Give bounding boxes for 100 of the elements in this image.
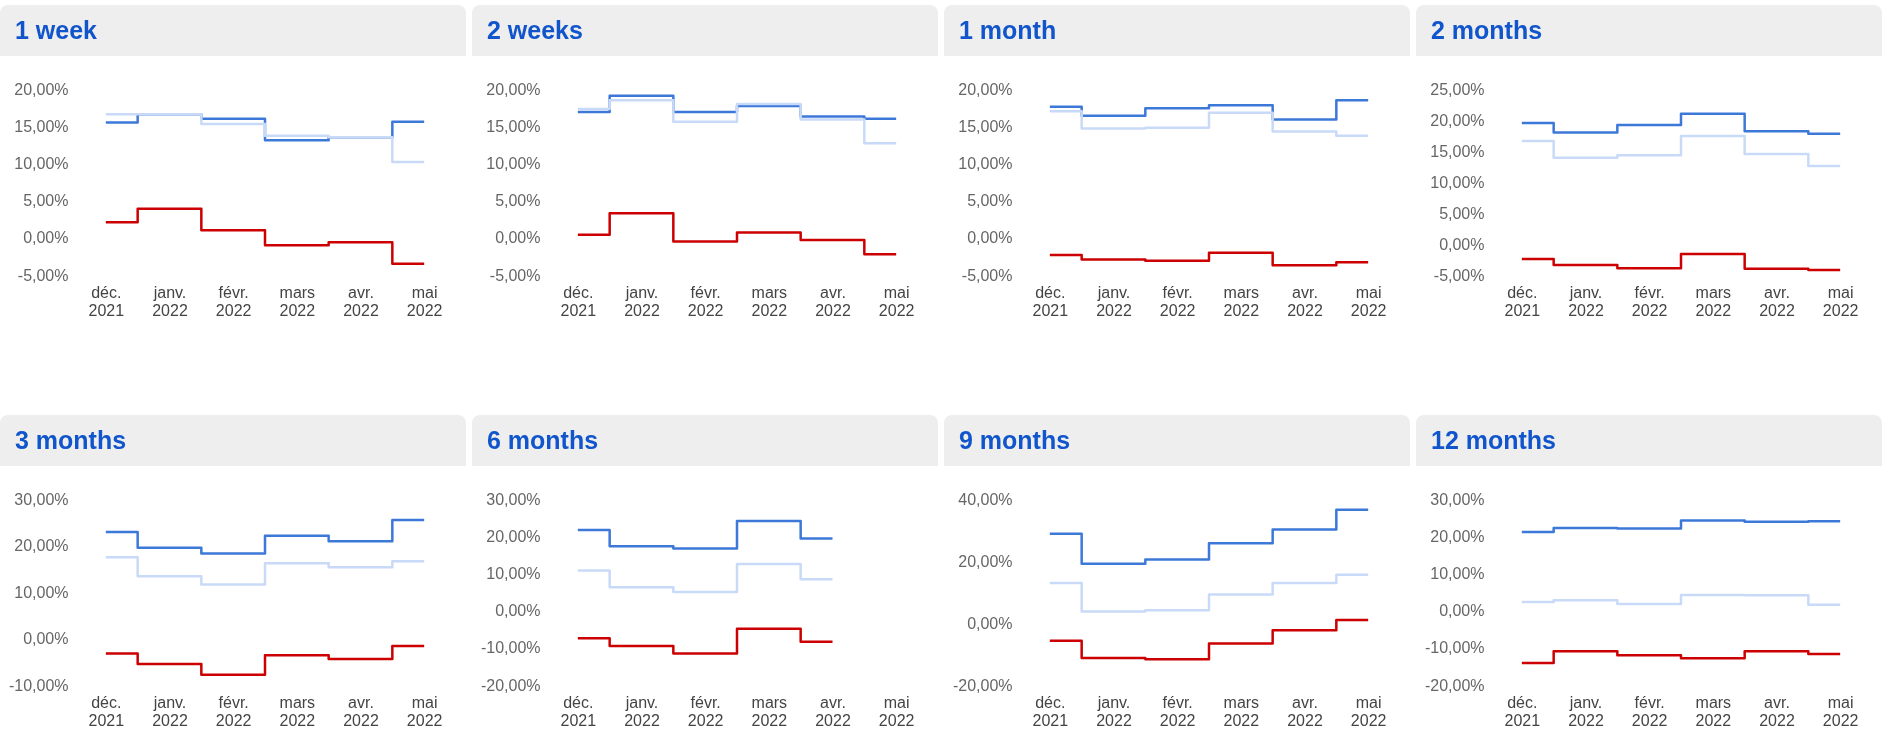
x-tick-label: mai 2022 [406,283,443,319]
y-tick-label: 5,00% [495,192,541,210]
x-tick-label: mai 2022 [1822,693,1859,729]
chart-title: 2 months [1431,16,1543,45]
y-tick-label: -10,00% [8,676,69,694]
y-tick-label: 20,00% [486,527,541,545]
chart-title: 9 months [959,426,1071,455]
x-tick-label: févr. 2022 [1631,283,1668,319]
x-tick-label: janv. 2022 [152,693,188,729]
x-tick-label: mai 2022 [1822,283,1859,319]
x-tick-label: avr. 2022 [343,693,379,729]
y-tick-label: -10,00% [1424,639,1485,657]
y-tick-label: 10,00% [14,154,69,172]
y-tick-label: -5,00% [961,266,1013,284]
x-tick-label: mai 2022 [1350,283,1387,319]
x-tick-label: janv. 2022 [1568,283,1604,319]
y-tick-label: 20,00% [14,537,69,554]
x-tick-label: févr. 2022 [687,693,724,729]
y-tick-label: 40,00% [958,490,1013,508]
x-tick-label: mai 2022 [878,283,915,319]
y-tick-label: 0,00% [1439,235,1485,253]
chart-title: 1 month [959,16,1057,45]
x-tick-label: déc. 2021 [1032,693,1069,729]
y-tick-label: -10,00% [480,639,541,657]
x-tick-label: déc. 2021 [1504,283,1541,319]
x-tick-label: avr. 2022 [815,283,851,319]
y-tick-label: 10,00% [486,154,541,172]
y-tick-label: 15,00% [14,117,69,135]
y-tick-label: 0,00% [967,614,1013,632]
y-tick-label: 10,00% [958,154,1013,172]
y-tick-label: 0,00% [23,630,69,647]
y-tick-label: 30,00% [486,490,541,508]
x-tick-label: janv. 2022 [1096,283,1132,319]
x-tick-label: avr. 2022 [343,283,379,319]
x-tick-label: févr. 2022 [1159,283,1196,319]
x-tick-label: avr. 2022 [815,693,851,729]
y-tick-label: -5,00% [1433,266,1485,284]
chart-title: 1 week [15,16,98,45]
x-tick-label: mai 2022 [878,693,915,729]
y-tick-label: 0,00% [495,602,541,620]
x-tick-label: déc. 2021 [88,283,125,319]
y-tick-label: 10,00% [1430,564,1485,582]
y-tick-label: 20,00% [1430,111,1485,129]
x-tick-label: avr. 2022 [1759,693,1795,729]
chart-title: 3 months [15,426,127,455]
y-tick-label: 0,00% [967,229,1013,247]
x-tick-label: mars 2022 [1695,693,1732,729]
y-tick-label: 30,00% [1430,490,1485,508]
x-tick-label: avr. 2022 [1287,283,1323,319]
y-tick-label: 5,00% [1439,204,1485,222]
x-tick-label: avr. 2022 [1287,693,1323,729]
x-tick-label: janv. 2022 [1568,693,1604,729]
y-tick-label: 20,00% [486,80,541,98]
x-tick-label: févr. 2022 [215,693,252,729]
y-tick-label: 20,00% [14,80,69,98]
y-tick-label: 25,00% [1430,80,1485,98]
x-tick-label: janv. 2022 [624,283,660,319]
x-tick-label: janv. 2022 [1096,693,1132,729]
x-tick-label: mars 2022 [279,693,316,729]
chart-title: 2 weeks [487,16,583,45]
chart-title: 12 months [1431,426,1557,455]
y-tick-label: 10,00% [1430,173,1485,191]
x-tick-label: déc. 2021 [1032,283,1069,319]
y-tick-label: 0,00% [23,229,69,247]
chart-title: 6 months [487,426,599,455]
y-tick-label: -20,00% [480,676,541,694]
y-tick-label: -5,00% [17,266,69,284]
x-tick-label: janv. 2022 [152,283,188,319]
y-tick-label: 0,00% [495,229,541,247]
x-tick-label: mai 2022 [1350,693,1387,729]
x-tick-label: mai 2022 [406,693,443,729]
x-tick-label: mars 2022 [751,693,788,729]
x-tick-label: févr. 2022 [1159,693,1196,729]
y-tick-label: 20,00% [958,552,1013,570]
y-tick-label: 30,00% [14,490,69,508]
x-tick-label: mars 2022 [279,283,316,319]
x-tick-label: janv. 2022 [624,693,660,729]
y-tick-label: 0,00% [1439,602,1485,620]
y-tick-label: 20,00% [958,80,1013,98]
x-tick-label: déc. 2021 [88,693,125,729]
y-tick-label: 5,00% [967,192,1013,210]
x-tick-label: avr. 2022 [1759,283,1795,319]
y-tick-label: 15,00% [1430,142,1485,160]
y-tick-label: -20,00% [952,676,1013,694]
y-tick-label: -20,00% [1424,676,1485,694]
y-tick-label: 5,00% [23,192,69,210]
x-tick-label: déc. 2021 [560,693,597,729]
y-tick-label: 15,00% [486,117,541,135]
x-tick-label: mars 2022 [1223,283,1260,319]
x-tick-label: févr. 2022 [1631,693,1668,729]
x-tick-label: mars 2022 [1695,283,1732,319]
y-tick-label: 10,00% [486,564,541,582]
y-tick-label: 10,00% [14,583,69,601]
x-tick-label: mars 2022 [1223,693,1260,729]
y-tick-label: 15,00% [958,117,1013,135]
x-tick-label: févr. 2022 [215,283,252,319]
y-tick-label: 20,00% [1430,527,1485,545]
x-tick-label: déc. 2021 [1504,693,1541,729]
x-tick-label: déc. 2021 [560,283,597,319]
y-tick-label: -5,00% [489,266,541,284]
